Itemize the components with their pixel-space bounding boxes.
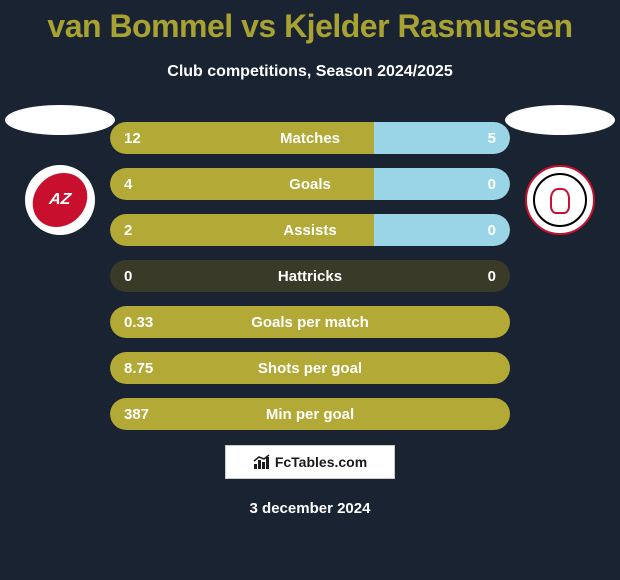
bar-chart-icon <box>253 454 271 470</box>
stat-label: Matches <box>110 130 510 147</box>
player-left-ellipse <box>5 105 115 135</box>
stats-container: 125Matches 40Goals 20Assists 00Hattricks 0.3… <box>110 122 510 430</box>
date-label: 3 december 2024 <box>0 500 620 517</box>
player-right-column <box>505 105 615 235</box>
crest-left-label: AZ <box>29 173 91 227</box>
page-title: van Bommel vs Kjelder Rasmussen <box>0 0 620 45</box>
stat-label: Shots per goal <box>110 360 510 377</box>
stat-row: 8.75Shots per goal <box>110 352 510 384</box>
player-left-column: AZ <box>5 105 115 235</box>
stat-row: 40Goals <box>110 168 510 200</box>
footer-brand-text: FcTables.com <box>275 454 367 470</box>
club-crest-left: AZ <box>25 165 95 235</box>
stat-row: 387Min per goal <box>110 398 510 430</box>
club-crest-right <box>525 165 595 235</box>
stat-label: Assists <box>110 222 510 239</box>
stat-label: Min per goal <box>110 406 510 423</box>
stat-label: Goals <box>110 176 510 193</box>
footer-brand-box: FcTables.com <box>225 445 395 479</box>
stat-label: Goals per match <box>110 314 510 331</box>
page-subtitle: Club competitions, Season 2024/2025 <box>0 63 620 81</box>
stat-row: 00Hattricks <box>110 260 510 292</box>
player-right-ellipse <box>505 105 615 135</box>
stat-label: Hattricks <box>110 268 510 285</box>
stat-row: 125Matches <box>110 122 510 154</box>
stat-row: 0.33Goals per match <box>110 306 510 338</box>
stat-row: 20Assists <box>110 214 510 246</box>
